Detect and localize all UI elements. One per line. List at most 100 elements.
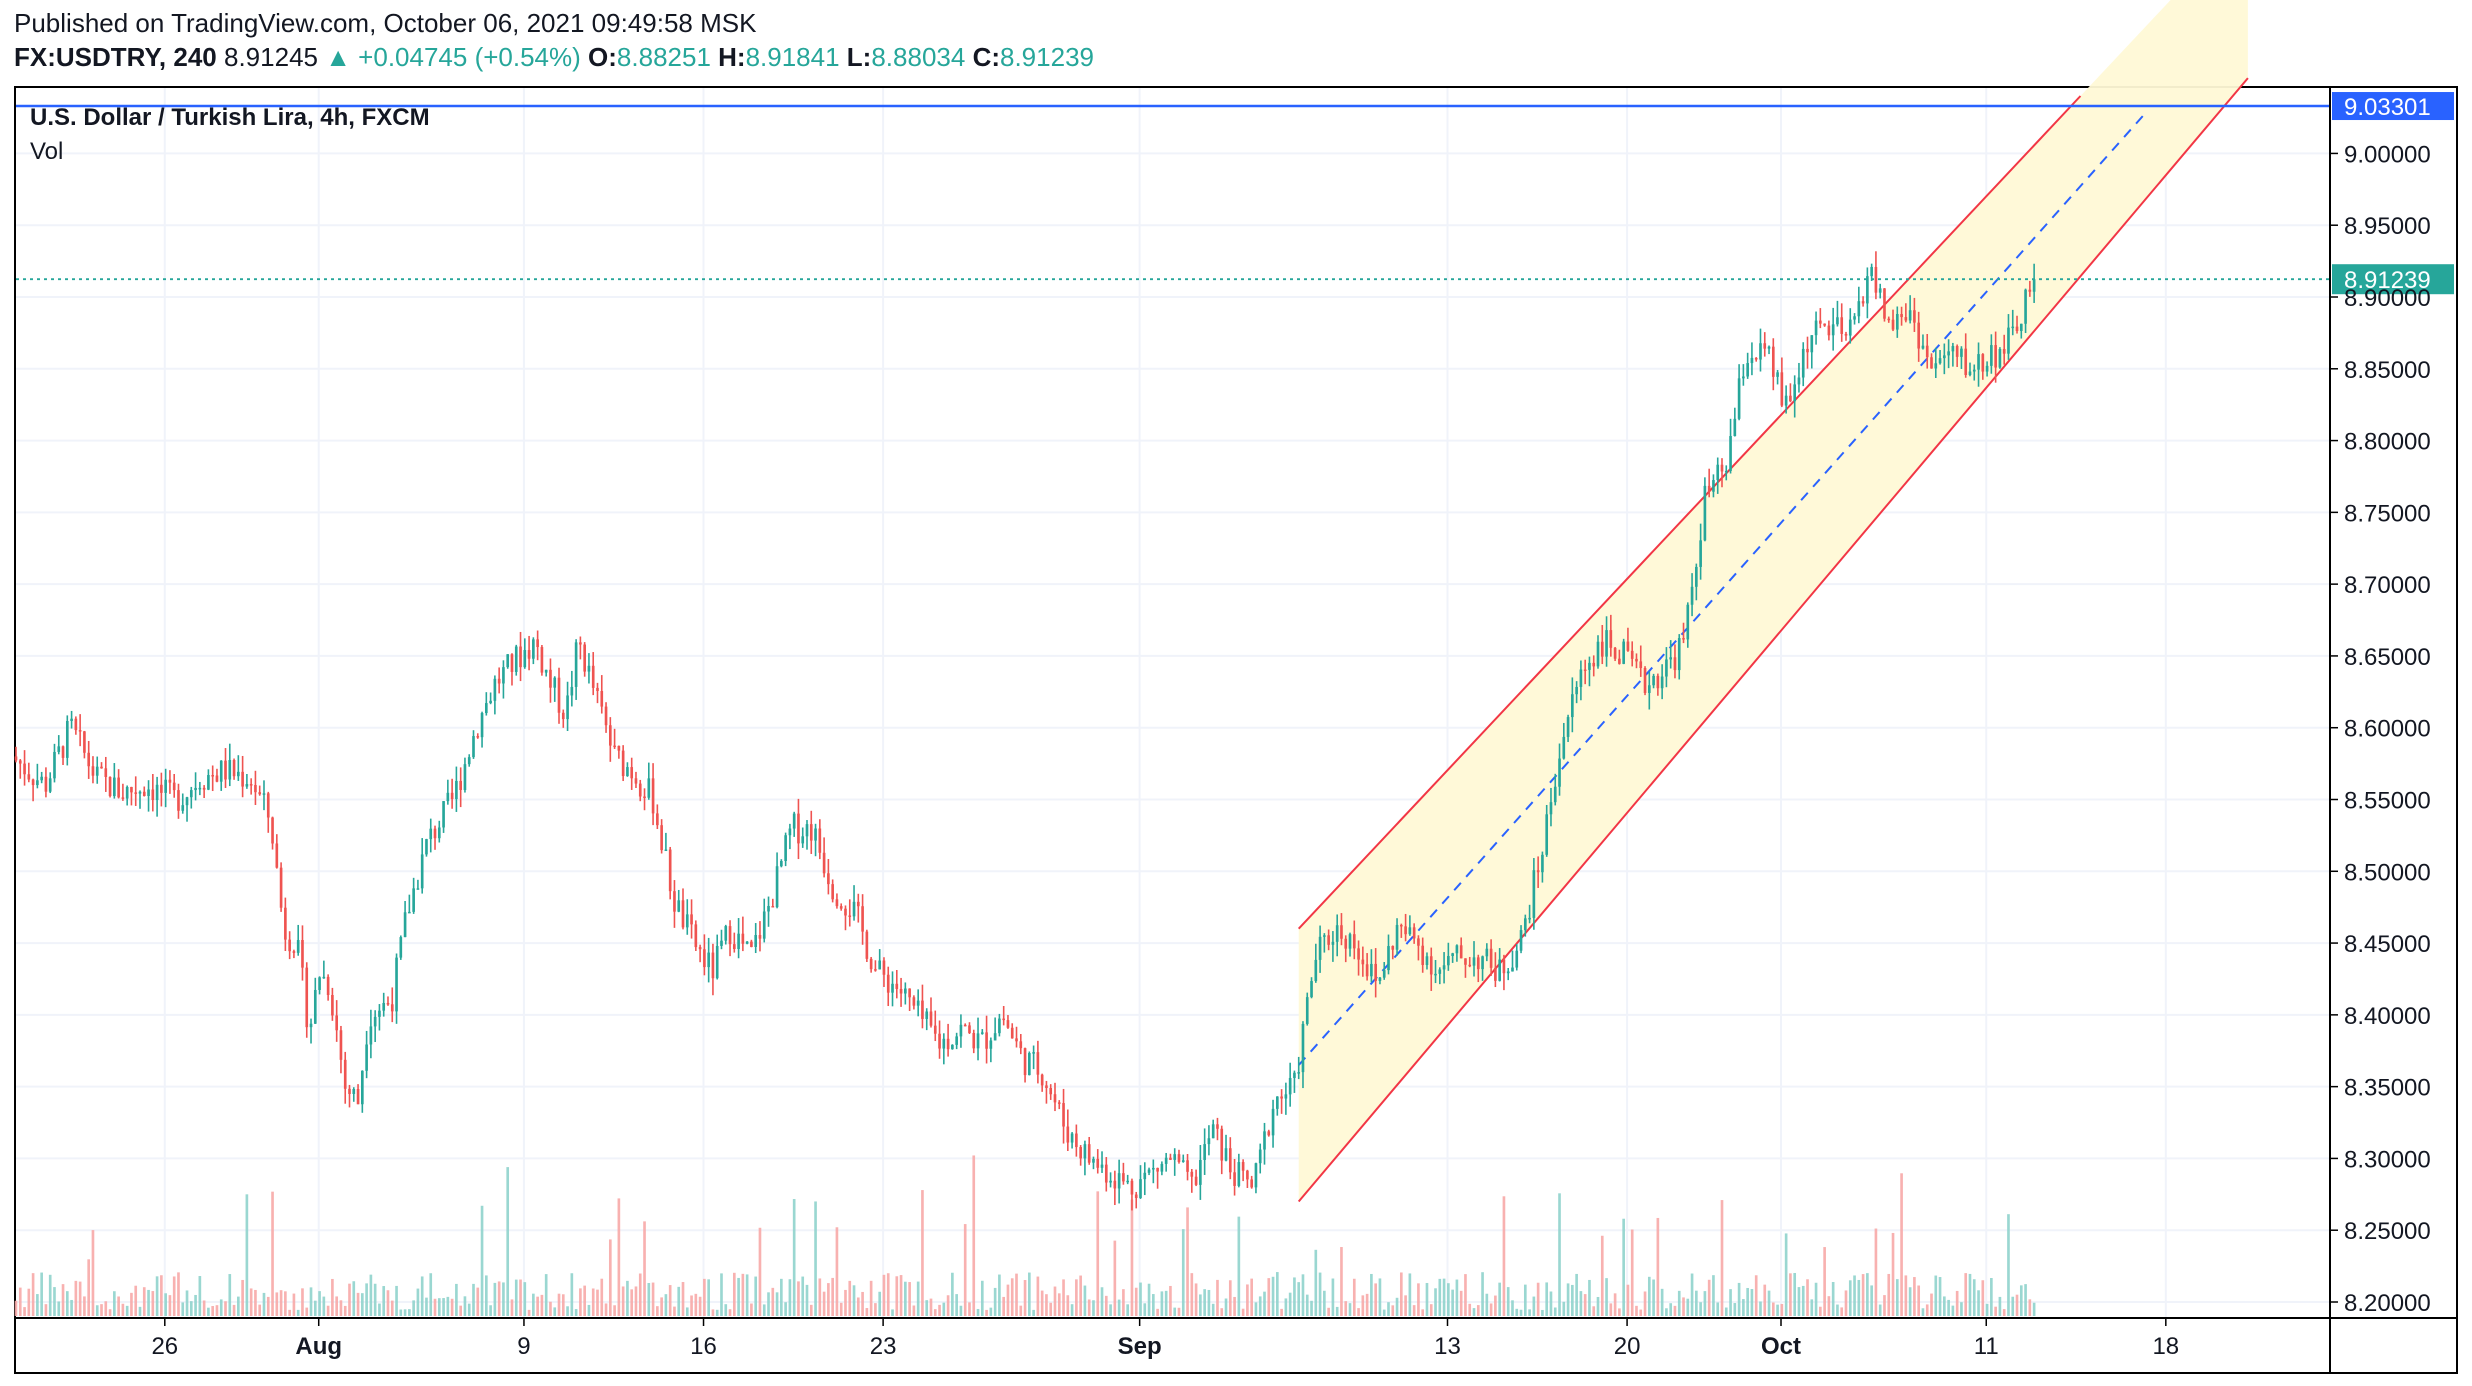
candle-body[interactable]: [44, 776, 48, 792]
candle-body[interactable]: [1921, 345, 1925, 349]
candle-body[interactable]: [771, 906, 775, 908]
candle-body[interactable]: [510, 654, 514, 672]
candle-body[interactable]: [737, 933, 740, 950]
candle-body[interactable]: [1523, 918, 1527, 931]
candle-body[interactable]: [972, 1033, 976, 1049]
candle-body[interactable]: [1669, 657, 1673, 660]
candle-body[interactable]: [874, 969, 877, 971]
candle-body[interactable]: [574, 642, 578, 687]
candle-body[interactable]: [1485, 948, 1489, 957]
candle-body[interactable]: [1925, 345, 1929, 358]
candle-body[interactable]: [1109, 1180, 1112, 1183]
candle-body[interactable]: [1160, 1163, 1164, 1172]
candle-body[interactable]: [1378, 977, 1382, 981]
candle-body[interactable]: [1930, 357, 1933, 369]
candle-body[interactable]: [1647, 685, 1651, 693]
candle-body[interactable]: [591, 665, 595, 688]
candle-body[interactable]: [1434, 973, 1437, 976]
candle-body[interactable]: [36, 780, 39, 786]
candle-body[interactable]: [544, 669, 548, 673]
candle-body[interactable]: [1023, 1048, 1027, 1076]
candle-body[interactable]: [1459, 945, 1463, 959]
candle-body[interactable]: [121, 797, 125, 799]
candle-body[interactable]: [1438, 969, 1442, 974]
channel-median-line[interactable]: [1297, 109, 2149, 1066]
candle-body[interactable]: [369, 1026, 373, 1045]
candle-body[interactable]: [788, 828, 792, 836]
candle-body[interactable]: [1673, 657, 1677, 671]
candle-body[interactable]: [1126, 1180, 1130, 1183]
candle-body[interactable]: [745, 941, 749, 944]
candle-body[interactable]: [557, 677, 561, 713]
candle-body[interactable]: [916, 1000, 920, 1006]
candle-body[interactable]: [1759, 343, 1762, 360]
candle-body[interactable]: [335, 1015, 339, 1031]
candlesticks[interactable]: [14, 251, 2036, 1211]
candle-body[interactable]: [1677, 638, 1681, 671]
candle-body[interactable]: [450, 792, 454, 800]
candle-body[interactable]: [1190, 1171, 1194, 1177]
candle-body[interactable]: [1404, 926, 1407, 935]
candle-body[interactable]: [1177, 1154, 1181, 1162]
candle-body[interactable]: [895, 983, 899, 989]
candle-body[interactable]: [1241, 1162, 1245, 1171]
candle-body[interactable]: [1938, 358, 1942, 364]
candle-body[interactable]: [908, 988, 911, 998]
candle-body[interactable]: [1848, 319, 1852, 336]
candle-body[interactable]: [993, 1033, 997, 1041]
candle-body[interactable]: [1387, 946, 1390, 971]
candle-body[interactable]: [1878, 288, 1882, 293]
candle-body[interactable]: [1754, 357, 1758, 360]
candle-body[interactable]: [1562, 736, 1566, 759]
candle-body[interactable]: [1361, 959, 1365, 965]
candle-body[interactable]: [70, 718, 73, 721]
candle-body[interactable]: [878, 960, 882, 970]
candle-body[interactable]: [1297, 1072, 1301, 1074]
candle-body[interactable]: [668, 849, 672, 892]
candle-body[interactable]: [95, 766, 99, 776]
candle-body[interactable]: [489, 700, 492, 704]
candle-body[interactable]: [1895, 314, 1899, 330]
candle-body[interactable]: [1002, 1018, 1006, 1021]
candle-body[interactable]: [309, 1023, 313, 1028]
candle-body[interactable]: [1908, 310, 1912, 321]
candle-body[interactable]: [1532, 870, 1536, 918]
candle-body[interactable]: [57, 746, 61, 752]
candle-body[interactable]: [951, 1044, 954, 1050]
candle-body[interactable]: [266, 793, 270, 818]
candle-body[interactable]: [707, 952, 710, 968]
candle-body[interactable]: [1643, 668, 1647, 693]
candle-body[interactable]: [339, 1030, 343, 1060]
candle-body[interactable]: [1498, 959, 1501, 981]
candle-body[interactable]: [271, 817, 274, 844]
candle-body[interactable]: [386, 1002, 390, 1005]
candle-body[interactable]: [912, 997, 916, 1006]
candle-body[interactable]: [758, 935, 762, 939]
candle-body[interactable]: [1801, 348, 1805, 378]
candle-body[interactable]: [865, 931, 869, 959]
candle-body[interactable]: [1284, 1094, 1288, 1099]
candle-body[interactable]: [1682, 638, 1685, 640]
candle-body[interactable]: [750, 941, 753, 947]
candle-body[interactable]: [1784, 395, 1788, 406]
candle-body[interactable]: [1057, 1102, 1061, 1104]
candle-body[interactable]: [1771, 346, 1775, 377]
candle-body[interactable]: [1053, 1094, 1057, 1103]
candle-body[interactable]: [232, 760, 236, 777]
candle-body[interactable]: [814, 828, 817, 841]
candle-body[interactable]: [365, 1044, 368, 1071]
candle-body[interactable]: [1583, 669, 1587, 671]
candle-body[interactable]: [583, 644, 586, 672]
candle-body[interactable]: [147, 789, 150, 797]
candle-body[interactable]: [211, 775, 215, 777]
candle-body[interactable]: [1408, 927, 1412, 935]
candle-body[interactable]: [690, 914, 693, 925]
candle-body[interactable]: [1917, 322, 1921, 349]
candle-body[interactable]: [1600, 641, 1604, 657]
candle-body[interactable]: [775, 866, 779, 908]
candle-body[interactable]: [942, 1038, 946, 1049]
candle-body[interactable]: [275, 843, 279, 868]
candle-body[interactable]: [284, 907, 287, 940]
candle-body[interactable]: [343, 1059, 347, 1089]
candle-body[interactable]: [1789, 395, 1792, 402]
